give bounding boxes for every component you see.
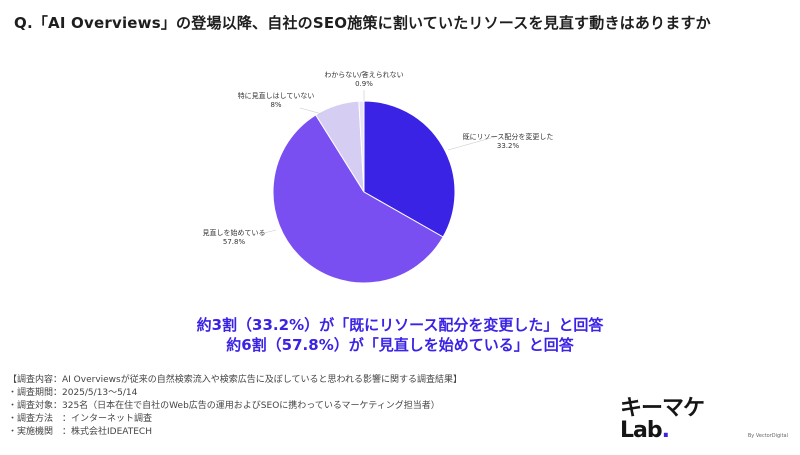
slice-value-label: 57.8% bbox=[223, 238, 246, 246]
slice-value-label: 33.2% bbox=[497, 142, 520, 150]
slice-value-label: 0.9% bbox=[355, 80, 373, 88]
survey-content: 【調査内容：AI Overviewsが従来の自然検索流入や検索広告に及ぼしている… bbox=[8, 375, 463, 385]
leader-line bbox=[299, 107, 323, 115]
slice-label: 既にリソース配分を変更した bbox=[463, 132, 554, 141]
conclusion-line-1: 約3割（33.2%）が「既にリソース配分を変更した」と回答 bbox=[196, 316, 604, 334]
leader-lines bbox=[263, 90, 499, 234]
pie-slices bbox=[272, 100, 456, 284]
brand-logo-text: キーマケLab. bbox=[620, 396, 705, 443]
leader-line bbox=[263, 229, 277, 234]
pie-slice bbox=[363, 100, 456, 238]
slice-value-label: 8% bbox=[270, 101, 281, 109]
slice-label: 特に見直しはしていない bbox=[238, 91, 315, 100]
survey-organization: ・実施機関 ：株式会社IDEATECH bbox=[8, 427, 152, 437]
leader-line bbox=[447, 135, 499, 151]
survey-period: ・調査期間：2025/5/13〜5/14 bbox=[8, 388, 138, 398]
brand-subtext: By VectorDigital bbox=[747, 433, 788, 439]
conclusion-line-2: 約6割（57.8%）が「見直しを始めている」と回答 bbox=[226, 336, 574, 354]
question-title: Q.「AI Overviews」の登場以降、自社のSEO施策に割いていたリソース… bbox=[14, 14, 711, 32]
pie-slice bbox=[272, 114, 444, 284]
survey-footnote: 【調査内容：AI Overviewsが従来の自然検索流入や検索広告に及ぼしている… bbox=[8, 374, 462, 439]
slice-label: わからない/答えられない bbox=[324, 70, 403, 79]
survey-method: ・調査方法 ：インターネット調査 bbox=[8, 414, 153, 424]
slice-label: 見直しを始めている bbox=[203, 228, 266, 237]
survey-target: ・調査対象：325名（日本在住で自社のWeb広告の運用およびSEOに携わっている… bbox=[8, 401, 440, 411]
brand-logo: キーマケLab. By VectorDigital bbox=[620, 398, 788, 442]
